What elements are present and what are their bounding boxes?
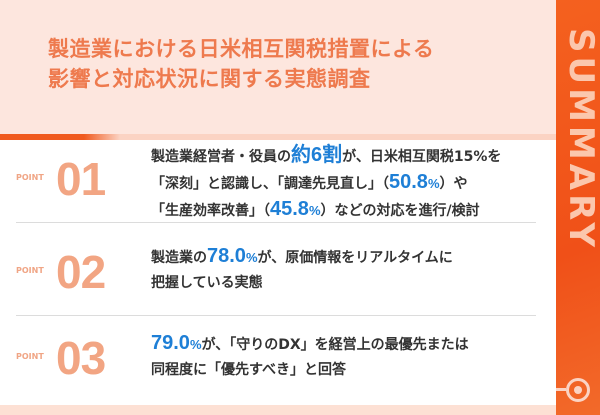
text-line: 同程度に「優先すべき」と回答 xyxy=(151,358,469,383)
side-band xyxy=(556,0,600,415)
decor-line xyxy=(556,388,566,391)
point-row-01: POINT 01 製造業経営者・役員の約6割が、日米相互関税15%を 「深刻」と認… xyxy=(16,140,536,222)
text-line: 製造業の78.0%が、原価情報をリアルタイムに xyxy=(151,244,453,271)
title-line-1: 製造業における日米相互関税措置による xyxy=(48,37,435,61)
point-text: 79.0%が、「守りのDX」を経営上の最優先または同程度に「優先すべき」と回答 xyxy=(151,331,469,383)
point-number: 02 xyxy=(56,246,106,298)
footer-band xyxy=(0,405,556,415)
unit: % xyxy=(245,250,258,265)
title-line-2: 影響と対応状況に関する実態調査 xyxy=(48,67,371,91)
text-segment: 「生産効率改善」（ xyxy=(151,203,270,219)
point-text: 製造業経営者・役員の約6割が、日米相互関税15%を 「深刻」と認識し、「調達先見直… xyxy=(151,143,501,224)
highlight-value: 約6割 xyxy=(291,144,343,166)
highlight-value: 79.0% xyxy=(151,332,202,354)
divider xyxy=(16,315,536,316)
circle-icon xyxy=(566,378,590,402)
text-line: 「生産効率改善」（45.8%）などの対応を進行/検討 xyxy=(151,197,501,224)
text-line: 79.0%が、「守りのDX」を経営上の最優先または xyxy=(151,331,469,358)
text-segment: が、「守りのDX」を経営上の最優先または xyxy=(201,337,469,353)
text-line: 「深刻」と認識し、「調達先見直し」（50.8%）や xyxy=(151,170,501,197)
text-segment: が、原価情報をリアルタイムに xyxy=(257,250,453,266)
point-number: 01 xyxy=(56,153,106,205)
text-segment: 同程度に「優先すべき」と回答 xyxy=(151,362,347,378)
side-label: SUMMARY xyxy=(561,28,600,252)
point-label: POINT xyxy=(16,352,44,361)
point-row-02: POINT 02 製造業の78.0%が、原価情報をリアルタイムに把握している実態 xyxy=(16,222,536,315)
highlight-value: 45.8% xyxy=(270,198,321,220)
text-segment: 製造業経営者・役員の xyxy=(151,149,291,165)
text-segment: 「深刻」と認識し、「調達先見直し」（ xyxy=(151,176,389,192)
text-line: 製造業経営者・役員の約6割が、日米相互関税15%を xyxy=(151,143,501,170)
text-segment: が、日米相互関税15%を xyxy=(342,149,502,165)
text-segment: ）や xyxy=(439,176,468,192)
text-segment: 製造業の xyxy=(151,250,207,266)
divider-stripe xyxy=(0,134,556,140)
text-line: 把握している実態 xyxy=(151,271,453,296)
point-number: 03 xyxy=(56,332,106,384)
highlight-value: 78.0% xyxy=(207,245,258,267)
unit: % xyxy=(308,203,321,218)
unit: % xyxy=(189,337,202,352)
point-label: POINT xyxy=(16,173,44,182)
text-segment: ）などの対応を進行/検討 xyxy=(320,203,480,219)
highlight-value: 50.8% xyxy=(389,171,440,193)
header xyxy=(0,0,556,136)
point-label: POINT xyxy=(16,266,44,275)
divider xyxy=(16,222,536,223)
stripe-accent xyxy=(0,134,120,140)
point-row-03: POINT 03 79.0%が、「守りのDX」を経営上の最優先または同程度に「優… xyxy=(16,315,536,405)
text-segment: 把握している実態 xyxy=(151,275,263,291)
point-text: 製造業の78.0%が、原価情報をリアルタイムに把握している実態 xyxy=(151,244,453,296)
unit: % xyxy=(427,176,440,191)
page-title: 製造業における日米相互関税措置による 影響と対応状況に関する実態調査 xyxy=(48,34,434,94)
